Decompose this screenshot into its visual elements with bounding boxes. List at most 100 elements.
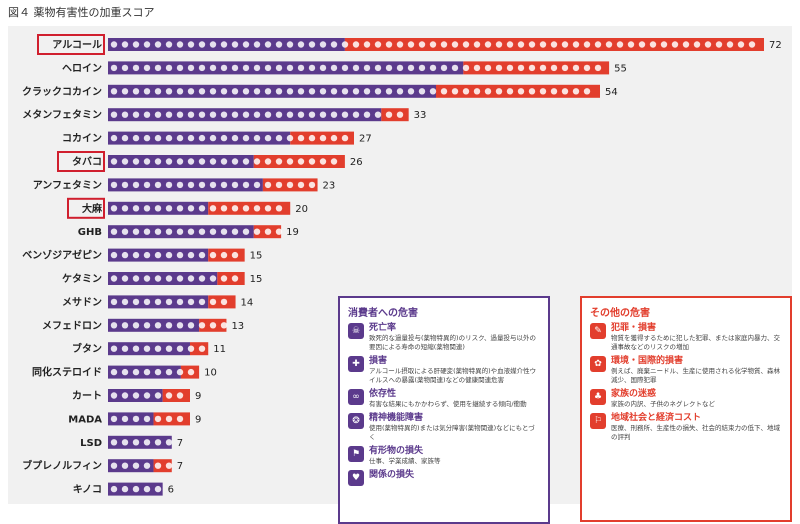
bar-icon-glyph [165, 462, 173, 469]
bar-consumer-harm [108, 318, 200, 332]
bar-icon-glyph [550, 64, 558, 72]
bar-icon-glyph [495, 64, 503, 72]
bar-other-harm [162, 389, 190, 402]
bar-icon-glyph [352, 41, 360, 48]
bar-icon-glyph [253, 64, 261, 72]
bar-icon-glyph [209, 322, 217, 329]
bar-icon-glyph [198, 181, 206, 189]
bar-consumer-harm [108, 178, 263, 192]
bar-icon-glyph [176, 88, 184, 95]
bar-icon-glyph [187, 322, 195, 329]
bar-icon-glyph [132, 275, 140, 282]
bar-icon-glyph [407, 64, 415, 72]
bar-icon-glyph [308, 111, 316, 118]
bar-icon-glyph [165, 322, 173, 329]
bar-other-harm [381, 108, 409, 122]
bar-icon-glyph [176, 322, 184, 329]
value-label: 19 [286, 227, 299, 238]
bar-icon-glyph [264, 205, 272, 212]
bar-icon-glyph [495, 41, 503, 48]
bar-icon-glyph [242, 64, 250, 72]
bar-icon-glyph [110, 134, 118, 142]
bar-icon-glyph [143, 111, 151, 118]
legend-consumer-title: 消費者への危害 [348, 308, 418, 319]
value-label: 9 [195, 414, 201, 425]
bar-icon-glyph [242, 134, 250, 142]
value-label: 20 [295, 204, 308, 215]
bar-icon-glyph [165, 275, 173, 282]
bar-icon-glyph [187, 158, 195, 165]
bar-icon-glyph [132, 111, 140, 118]
drug-label: 同化ステロイド [32, 366, 102, 379]
bar-icon-glyph [440, 88, 448, 95]
bar-icon-glyph [319, 158, 327, 165]
bar-icon-glyph [572, 88, 580, 95]
bar-icon-glyph [154, 181, 162, 189]
bar-icon-glyph [209, 158, 217, 165]
drug-label: LSD [80, 438, 102, 449]
bar-icon-glyph [132, 228, 140, 235]
bar-icon-glyph [682, 41, 690, 48]
drug-label: 大麻 [82, 202, 103, 215]
bar-icon-glyph [253, 41, 261, 48]
bar-icon-glyph [253, 134, 261, 142]
bar-icon-glyph [154, 64, 162, 72]
bar-icon-glyph [396, 41, 404, 48]
bar-icon-glyph [220, 64, 228, 72]
bar-icon-glyph [143, 158, 151, 165]
legend-item-relationship-loss: ♥ 関係の損失 [348, 470, 540, 486]
value-label: 54 [605, 87, 618, 98]
bar-consumer-harm [108, 412, 154, 426]
bar-icon-glyph [539, 64, 547, 72]
bar-icon-glyph [132, 485, 140, 493]
bar-icon-glyph [121, 228, 129, 235]
bar-icon-glyph [231, 251, 239, 259]
bar-icon-glyph [121, 368, 129, 376]
bar-icon-glyph [484, 88, 492, 95]
bar-icon-glyph [352, 64, 360, 72]
bar-icon-glyph [330, 88, 338, 95]
bar-icon-glyph [198, 88, 206, 95]
bar-icon-glyph [319, 64, 327, 72]
legend-item-desc: アルコール摂取による肝硬変(薬物特異的)や血液媒介性ウイルスへの暴露(薬物関連)… [369, 367, 537, 384]
bar-icon-glyph [275, 134, 283, 142]
bar-icon-glyph [198, 205, 206, 212]
drug-label: メタンフェタミン [22, 109, 102, 121]
bar-icon-glyph [110, 439, 118, 446]
bar-icon-glyph [275, 41, 283, 48]
bar-icon-glyph [286, 134, 294, 142]
drug-label: カート [72, 390, 102, 402]
legend-others-title: その他の危害 [590, 308, 650, 319]
bar-icon-glyph [253, 205, 261, 212]
bar-icon-glyph [440, 41, 448, 48]
bar-icon-glyph [154, 275, 162, 282]
bar-icon-glyph [143, 485, 151, 493]
bar-other-harm [463, 61, 610, 75]
bar-icon-glyph [275, 181, 283, 189]
bar-icon-glyph [143, 41, 151, 48]
bar-icon-glyph [110, 158, 118, 165]
value-label: 23 [323, 180, 336, 191]
bar-icon-glyph [110, 322, 118, 329]
bar-other-harm [217, 272, 245, 285]
bar-icon-glyph [176, 275, 184, 282]
bar-icon-glyph [352, 88, 360, 95]
value-label: 33 [414, 110, 427, 121]
bar-icon-glyph [187, 228, 195, 235]
drug-label: ヘロイン [62, 62, 102, 74]
bar-icon-glyph [715, 41, 723, 48]
bar-icon-glyph [121, 88, 129, 95]
bar-icon-glyph [671, 41, 679, 48]
bar-icon-glyph [374, 111, 382, 118]
bar-icon-glyph [132, 181, 140, 189]
bar-icon-glyph [506, 41, 514, 48]
bar-icon-glyph [165, 111, 173, 118]
bar-icon-glyph [396, 64, 404, 72]
bar-icon-glyph [110, 462, 118, 469]
bar-icon-glyph [363, 64, 371, 72]
bar-icon-glyph [176, 64, 184, 72]
bar-icon-glyph [528, 88, 536, 95]
bar-icon-glyph [154, 158, 162, 165]
bar-icon-glyph [198, 322, 206, 329]
bar-icon-glyph [374, 64, 382, 72]
